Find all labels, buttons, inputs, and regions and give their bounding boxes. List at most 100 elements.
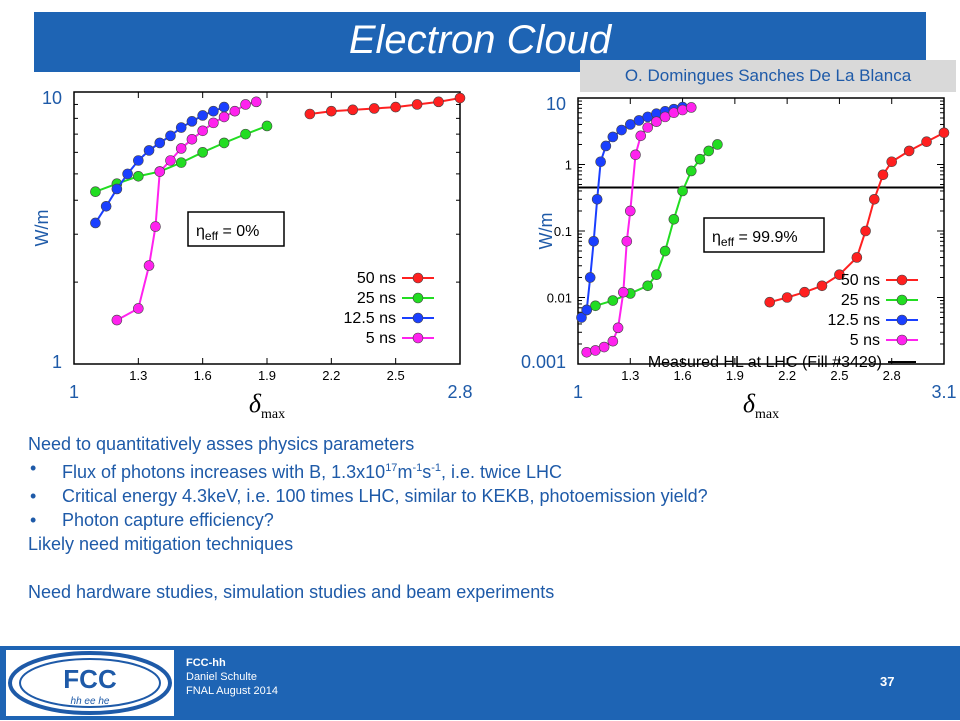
legend-marker <box>896 274 908 286</box>
data-point <box>607 131 619 143</box>
data-point <box>143 145 155 156</box>
legend-marker <box>896 314 908 326</box>
data-point <box>677 104 688 116</box>
annotation-box <box>187 211 285 247</box>
data-point <box>122 168 133 180</box>
data-point <box>218 111 230 123</box>
data-point <box>834 269 845 281</box>
data-point <box>175 143 187 154</box>
bullet-flux: Flux of photons increases with B, 1.3x10… <box>28 456 948 484</box>
body-line-2: Likely need mitigation techniques <box>28 534 294 554</box>
data-point <box>186 116 198 127</box>
x-tick-label: 1.3 <box>129 368 147 383</box>
data-point <box>851 252 863 263</box>
data-point <box>304 108 316 120</box>
data-point <box>154 137 166 149</box>
data-point <box>591 193 603 205</box>
data-point <box>165 155 176 166</box>
data-point <box>624 119 636 130</box>
data-point <box>781 292 793 303</box>
data-point <box>635 130 647 142</box>
data-point <box>584 272 596 283</box>
data-point <box>581 346 593 358</box>
x-tick-label: 2.8 <box>883 368 901 383</box>
body-line-1: Need to quantitatively asses physics par… <box>28 434 415 454</box>
svg-text:hh ee he: hh ee he <box>71 696 110 707</box>
data-point <box>860 225 871 237</box>
y-max-label: 10 <box>546 94 566 114</box>
data-point <box>642 280 654 292</box>
data-point <box>90 186 101 197</box>
data-point <box>240 128 251 140</box>
bullet-critical-energy: Critical energy 4.3keV, i.e. 100 times L… <box>28 484 948 508</box>
legend-label: 12.5 ns <box>828 312 880 329</box>
data-point <box>685 102 697 113</box>
data-point <box>197 147 208 158</box>
data-point <box>764 296 776 308</box>
data-point <box>347 104 359 116</box>
data-point <box>111 314 123 326</box>
data-point <box>165 130 176 142</box>
body-text: Need to quantitatively asses physics par… <box>28 432 948 604</box>
footer: FCC hh ee he FCC-hh Daniel Schulte FNAL … <box>0 646 960 720</box>
data-point <box>261 120 273 132</box>
data-point <box>588 236 599 247</box>
data-point <box>694 153 706 165</box>
legend-label: Measured HL at LHC (Fill #3429) <box>648 354 882 371</box>
annotation-text: ηeff = 0% <box>196 223 259 243</box>
data-point <box>651 269 662 281</box>
footer-line-3: FNAL August 2014 <box>186 685 278 697</box>
data-point <box>175 157 187 168</box>
legend-marker <box>412 312 424 324</box>
data-point <box>618 286 629 298</box>
x-max-label: 2.8 <box>447 382 472 402</box>
data-point <box>154 166 166 177</box>
y-max-label: 10 <box>42 88 62 108</box>
legend-label: 25 ns <box>841 292 880 309</box>
legend-label: 12.5 ns <box>344 310 396 327</box>
data-point <box>133 155 144 166</box>
slide-title: Electron Cloud <box>348 18 612 62</box>
data-point <box>677 185 688 197</box>
data-point <box>612 322 624 334</box>
data-point <box>197 110 208 121</box>
x-max-label: 3.1 <box>931 382 956 402</box>
data-point <box>921 136 932 148</box>
data-point <box>712 139 723 150</box>
data-point <box>250 96 262 108</box>
data-point <box>590 300 601 312</box>
data-point <box>390 101 401 113</box>
data-point <box>186 134 198 145</box>
data-point <box>598 341 610 353</box>
y-tick-label: 0.1 <box>554 224 572 239</box>
data-point <box>133 170 144 182</box>
data-point <box>111 183 123 195</box>
legend-marker <box>896 294 908 306</box>
data-point <box>868 193 880 205</box>
data-point <box>607 295 619 306</box>
y-axis-label: W/m <box>32 210 52 247</box>
legend-marker <box>896 334 908 346</box>
x-axis-label: δmax <box>249 389 285 422</box>
data-point <box>576 312 587 323</box>
legend-marker <box>412 272 424 284</box>
legend-label: 50 ns <box>841 272 880 289</box>
data-point <box>642 122 654 133</box>
page-number: 37 <box>880 674 895 689</box>
x-min-label: 1 <box>69 382 79 402</box>
data-point <box>368 103 380 114</box>
data-point <box>433 96 444 108</box>
x-tick-label: 2.5 <box>830 368 848 383</box>
legend-label: 25 ns <box>357 290 396 307</box>
data-point <box>197 125 208 137</box>
svg-text:FCC: FCC <box>63 664 117 694</box>
data-point <box>100 200 112 212</box>
data-point <box>659 111 671 123</box>
data-point <box>133 303 144 314</box>
chart-right: 1.3 1.6 1.9 2.2 2.5 2.8 1 0.1 0.01 10 0.001 1 3.1 W/m… <box>521 94 957 422</box>
data-point <box>651 116 662 128</box>
data-point <box>938 127 950 139</box>
title-bar: Electron Cloud <box>34 12 926 72</box>
x-tick-label: 2.5 <box>387 368 405 383</box>
footer-text: FCC-hh Daniel Schulte FNAL August 2014 <box>186 656 278 698</box>
